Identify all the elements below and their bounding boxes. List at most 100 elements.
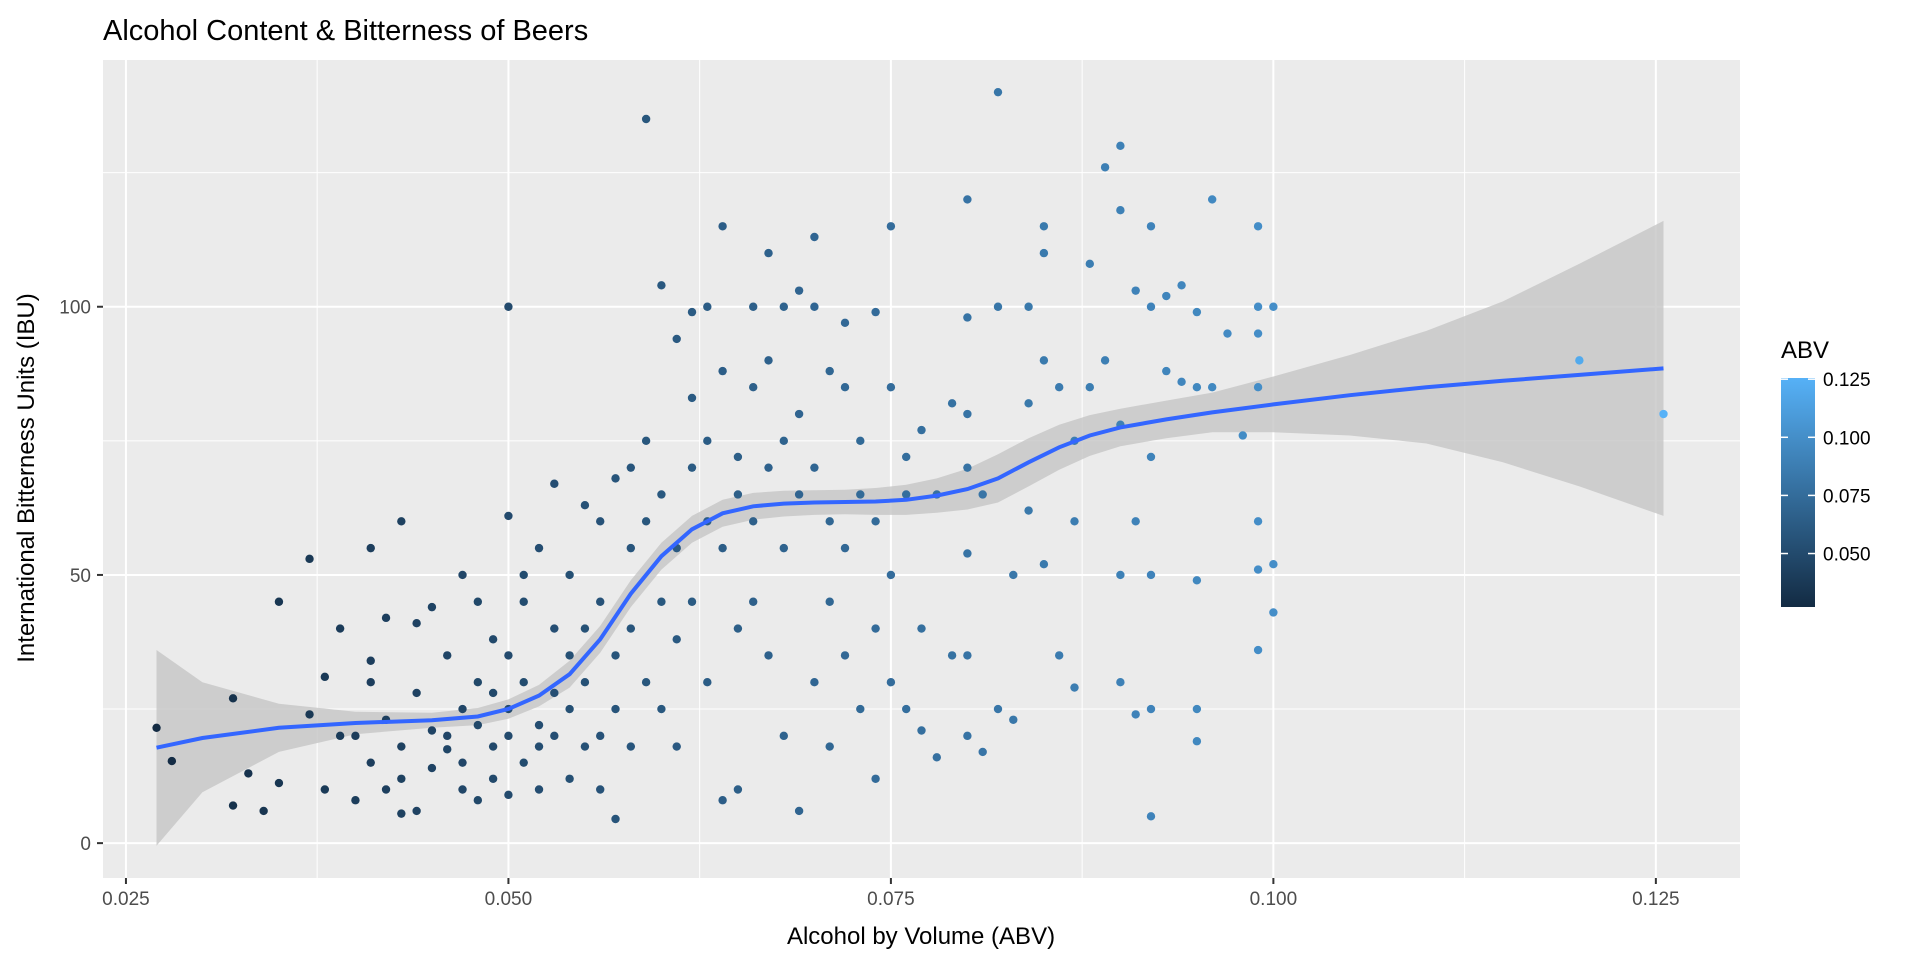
data-point [733, 490, 743, 499]
data-point [657, 281, 666, 290]
x-tick-label: 0.075 [867, 889, 915, 910]
data-point [825, 597, 834, 606]
data-point [764, 356, 773, 365]
data-point [1253, 302, 1263, 311]
data-point [764, 248, 773, 258]
data-point [443, 651, 452, 660]
legend-title: ABV [1781, 337, 1829, 364]
data-point [733, 785, 743, 794]
data-point [274, 778, 284, 788]
data-point [519, 678, 528, 687]
data-point [703, 678, 712, 687]
data-point [458, 785, 467, 794]
data-point [1085, 383, 1094, 392]
data-point [152, 723, 161, 733]
data-point [626, 543, 636, 553]
data-point [488, 774, 498, 783]
data-point [565, 704, 574, 714]
data-point [1177, 281, 1186, 290]
data-point [1146, 812, 1156, 821]
data-point [1085, 259, 1094, 269]
data-point [718, 366, 727, 376]
data-point [1100, 356, 1110, 365]
data-point [672, 742, 681, 751]
data-point [1207, 383, 1217, 392]
data-point [504, 302, 513, 311]
data-point [381, 613, 391, 623]
data-point [1269, 302, 1278, 311]
data-point [473, 678, 483, 687]
data-point [1162, 366, 1171, 376]
data-point [703, 302, 712, 311]
data-point [749, 597, 758, 606]
data-point [580, 501, 590, 510]
data-point [1192, 307, 1202, 317]
data-point [886, 222, 896, 231]
data-point [1100, 163, 1110, 172]
data-point [917, 624, 926, 633]
data-point [534, 742, 544, 751]
data-point [1253, 517, 1263, 526]
data-point [488, 635, 498, 644]
data-point [902, 452, 911, 462]
data-point [1192, 737, 1202, 746]
data-point [902, 490, 911, 499]
data-point [871, 774, 880, 783]
data-point [963, 409, 972, 419]
data-point [626, 742, 636, 751]
data-point [1253, 329, 1263, 338]
data-point [519, 758, 528, 767]
data-point [1253, 222, 1263, 231]
data-point [580, 678, 590, 687]
data-point [596, 785, 605, 794]
data-point [580, 624, 590, 633]
data-point [519, 570, 528, 580]
data-point [1659, 409, 1668, 419]
data-point [1253, 645, 1263, 655]
data-point [810, 302, 819, 311]
x-tick-label: 0.025 [102, 889, 150, 910]
data-point [932, 753, 941, 762]
data-point [1039, 248, 1049, 258]
data-point [1116, 570, 1125, 580]
data-point [749, 302, 758, 311]
data-point [1146, 704, 1156, 714]
data-point [1192, 704, 1202, 714]
data-point [840, 383, 850, 392]
data-point [1131, 710, 1140, 719]
y-tick-label: 0 [80, 834, 91, 855]
legend-label: 0.125 [1823, 370, 1871, 391]
data-point [519, 597, 528, 606]
data-point [458, 704, 467, 714]
data-point [871, 517, 880, 526]
data-point [993, 302, 1003, 311]
data-point [320, 785, 330, 794]
x-tick-label: 0.100 [1250, 889, 1298, 910]
data-point [1192, 383, 1202, 392]
data-point [167, 756, 177, 766]
data-point [366, 678, 375, 687]
data-point [1269, 560, 1278, 569]
data-point [641, 436, 651, 446]
data-point [1146, 222, 1156, 231]
data-point [381, 785, 391, 794]
data-point [427, 726, 437, 735]
data-point [305, 554, 314, 564]
data-point [550, 688, 559, 698]
legend: ABV 0.125 0.100 0.075 0.050 [1781, 337, 1871, 607]
data-point [473, 796, 483, 805]
data-point [733, 624, 743, 633]
data-point [550, 479, 559, 488]
data-point [397, 809, 406, 818]
data-point [504, 651, 513, 660]
data-point [1039, 222, 1049, 231]
data-point [672, 635, 681, 644]
data-point [764, 651, 773, 660]
data-point [1131, 286, 1140, 295]
data-point [366, 656, 375, 665]
legend-ticks: 0.125 0.100 0.075 0.050 [1781, 370, 1871, 566]
data-point [641, 678, 651, 687]
data-point [504, 511, 513, 521]
data-point [840, 651, 850, 660]
data-point [993, 704, 1003, 714]
